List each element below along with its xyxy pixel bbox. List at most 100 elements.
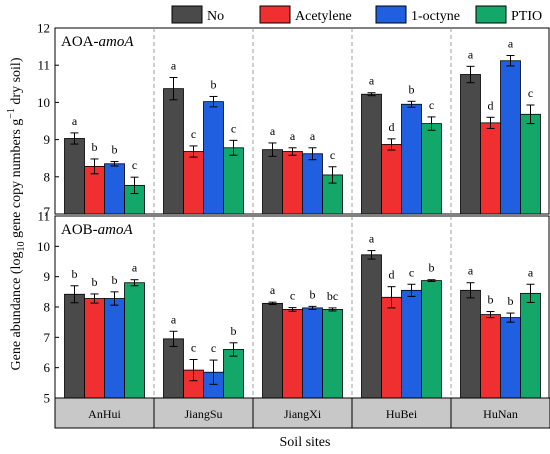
significance-letter: c	[211, 341, 216, 355]
bar-no	[361, 254, 382, 399]
significance-letter: b	[409, 82, 415, 96]
legend-label-1: Acetylene	[295, 9, 352, 24]
significance-letter: a	[72, 114, 78, 128]
significance-letter: b	[92, 275, 98, 289]
y-tick-label: 10	[37, 239, 50, 254]
category-label: JiangSu	[184, 407, 222, 421]
y-tick-label: 7	[44, 330, 51, 345]
legend-swatch-0	[171, 5, 203, 24]
significance-letter: c	[409, 265, 414, 279]
bar-acetylene	[381, 144, 402, 215]
legend-swatch-1	[259, 5, 291, 24]
legend: No Acetylene 1-octyne PTIO	[171, 5, 542, 24]
significance-letter: a	[310, 129, 316, 143]
significance-letter: c	[290, 289, 295, 303]
bar-no	[460, 74, 481, 215]
significance-letter: b	[92, 140, 98, 154]
significance-letter: c	[191, 127, 196, 141]
category-strip: AnHui JiangSu JiangXi HuBei HuNan	[54, 397, 550, 429]
bar-no	[64, 138, 85, 215]
significance-letter: b	[112, 143, 118, 157]
significance-letter: c	[528, 86, 533, 100]
bar-1-octyne	[104, 163, 125, 215]
significance-letter: a	[270, 283, 276, 297]
bar-ptio	[223, 349, 244, 399]
significance-letter: c	[429, 98, 434, 112]
x-axis-title: Soil sites	[280, 435, 331, 450]
bar-1-octyne	[302, 307, 323, 399]
y-tick-label: 8	[44, 169, 51, 184]
significance-letter: c	[231, 121, 236, 135]
bar-acetylene	[480, 314, 501, 399]
bar-ptio	[520, 292, 541, 399]
bar-ptio	[421, 123, 442, 215]
bar-acetylene	[282, 309, 303, 399]
significance-letter: a	[270, 124, 276, 138]
significance-letter: a	[171, 312, 177, 326]
bar-ptio	[124, 282, 145, 399]
significance-letter: a	[369, 232, 375, 246]
bar-ptio	[421, 280, 442, 399]
bar-no	[262, 302, 283, 399]
bar-1-octyne	[500, 317, 521, 399]
significance-letter: a	[369, 74, 375, 88]
y-tick-label: 10	[37, 95, 50, 110]
legend-swatch-3	[475, 5, 507, 24]
bar-1-octyne	[302, 153, 323, 215]
y-tick-label: 7	[44, 204, 51, 219]
bar-1-octyne	[401, 289, 422, 399]
bar-no	[460, 289, 481, 399]
y-tick-label: 11	[37, 209, 50, 224]
significance-letter: c	[132, 158, 137, 172]
y-axis-title: Gene abundance (log10 gene copy numbers …	[6, 57, 27, 370]
significance-letter: a	[132, 261, 138, 275]
legend-label-2: 1-octyne	[411, 9, 460, 24]
bar-1-octyne	[500, 60, 521, 215]
bar-1-octyne	[401, 103, 422, 215]
bar-no	[262, 149, 283, 215]
significance-letter: b	[488, 293, 494, 307]
significance-letter: b	[211, 77, 217, 91]
category-label: JiangXi	[284, 407, 322, 421]
significance-letter: b	[72, 267, 78, 281]
panel-title: AOA-amoA	[61, 34, 134, 50]
y-tick-label: 11	[37, 58, 50, 73]
significance-letter: c	[191, 340, 196, 354]
bar-1-octyne	[104, 298, 125, 399]
legend-label-3: PTIO	[511, 9, 542, 24]
legend-swatch-2	[375, 5, 407, 24]
category-cell	[153, 397, 254, 429]
y-tick-label: 8	[44, 300, 51, 315]
significance-letter: a	[468, 47, 474, 61]
bar-no	[163, 338, 184, 399]
significance-letter: b	[310, 287, 316, 301]
bar-acetylene	[480, 122, 501, 215]
significance-letter: b	[231, 324, 237, 338]
legend-label-0: No	[207, 9, 224, 24]
y-tick-label: 9	[44, 132, 51, 147]
significance-letter: d	[389, 268, 395, 282]
bar-no	[163, 88, 184, 215]
significance-letter: b	[429, 261, 435, 275]
significance-letter: b	[112, 273, 118, 287]
bar-acetylene	[282, 151, 303, 215]
bar-ptio	[223, 147, 244, 215]
bar-ptio	[520, 113, 541, 215]
panel-title: AOB-amoA	[61, 222, 134, 238]
y-tick-label: 6	[44, 360, 51, 375]
category-cell	[252, 397, 353, 429]
significance-letter: d	[488, 98, 494, 112]
significance-letter: a	[468, 264, 474, 278]
bar-ptio	[322, 309, 343, 399]
category-label: HuNan	[483, 407, 518, 421]
y-tick-label: 12	[37, 21, 50, 36]
significance-letter: b	[508, 294, 514, 308]
y-tick-label: 5	[44, 391, 51, 406]
significance-letter: a	[171, 58, 177, 72]
significance-letter: d	[389, 120, 395, 134]
significance-letter: a	[290, 129, 296, 143]
bar-1-octyne	[203, 101, 224, 215]
bar-acetylene	[183, 151, 204, 215]
